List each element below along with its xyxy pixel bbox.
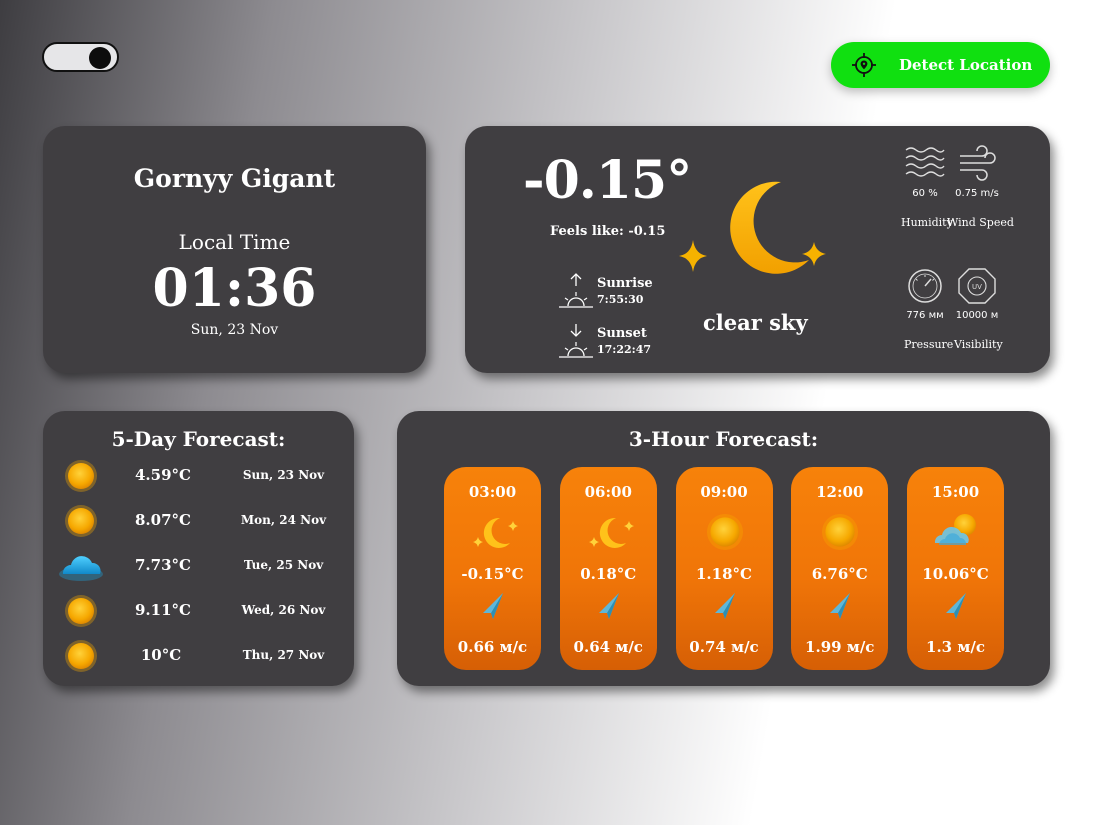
moon-stars-icon bbox=[582, 511, 636, 553]
moon-stars-icon bbox=[466, 511, 520, 553]
hourly-time: 09:00 bbox=[700, 483, 748, 501]
sun-icon bbox=[57, 503, 105, 539]
forecast-day-row: 4.59°C Sun, 23 Nov bbox=[43, 456, 354, 496]
uv-visibility-icon: UV bbox=[958, 268, 996, 304]
sunset-info: Sunset 17:22:47 bbox=[557, 322, 667, 362]
wind-icon bbox=[960, 145, 996, 181]
sun-icon bbox=[57, 638, 105, 674]
forecast-day-row: 10°C Thu, 27 Nov bbox=[43, 636, 354, 676]
sunrise-info: Sunrise 7:55:30 bbox=[557, 272, 667, 312]
pressure-label: Pressure bbox=[904, 338, 954, 351]
hourly-temp: 1.18°C bbox=[696, 565, 752, 583]
hourly-time: 03:00 bbox=[468, 483, 517, 501]
five-day-title: 5-Day Forecast: bbox=[111, 427, 286, 451]
hourly-time: 06:00 bbox=[584, 483, 632, 501]
wind-value: 0.75 m/s bbox=[955, 188, 999, 199]
visibility-label: Visibility bbox=[954, 338, 1003, 351]
sunset-icon bbox=[559, 324, 593, 358]
three-hour-title: 3-Hour Forecast: bbox=[628, 427, 819, 451]
pressure-metric: 776 мм bbox=[895, 266, 955, 321]
humidity-metric: 60 % bbox=[895, 144, 955, 199]
humidity-value: 60 % bbox=[912, 188, 938, 199]
weather-description: clear sky bbox=[703, 310, 808, 335]
sun-icon bbox=[57, 458, 105, 494]
visibility-metric: UV 10000 м bbox=[947, 266, 1007, 321]
feels-like: Feels like: -0.15 bbox=[550, 224, 666, 239]
location-target-icon bbox=[852, 53, 876, 77]
forecast-day-temp: 4.59°C bbox=[135, 466, 191, 484]
visibility-value: 10000 м bbox=[955, 310, 999, 321]
detect-location-label: Detect Location bbox=[899, 56, 1033, 74]
sun-icon bbox=[57, 593, 105, 629]
sunrise-label: Sunrise bbox=[597, 276, 653, 291]
sunrise-time: 7:55:30 bbox=[597, 293, 644, 306]
wind-direction-arrow-icon bbox=[714, 593, 735, 619]
hourly-wind: 0.74 м/с bbox=[689, 638, 759, 656]
wind-direction-arrow-icon bbox=[483, 593, 503, 619]
forecast-day-date: Wed, 26 Nov bbox=[241, 603, 326, 617]
forecast-day-date: Tue, 25 Nov bbox=[243, 558, 324, 572]
hourly-wind: 0.64 м/с bbox=[573, 638, 643, 656]
sun-icon bbox=[813, 511, 867, 553]
svg-text:UV: UV bbox=[972, 283, 982, 291]
forecast-day-date: Thu, 27 Nov bbox=[242, 648, 325, 662]
partly-cloudy-icon bbox=[929, 511, 983, 553]
city-name: Gornyy Gigant bbox=[133, 164, 336, 193]
wind-metric: 0.75 m/s bbox=[947, 144, 1007, 199]
sun-icon bbox=[698, 511, 752, 553]
hourly-forecast-card: 06:00 0.18°C 0.64 м/с bbox=[559, 467, 657, 670]
theme-toggle[interactable] bbox=[42, 42, 119, 72]
pressure-value: 776 мм bbox=[906, 310, 944, 321]
hourly-time: 12:00 bbox=[816, 483, 864, 501]
local-time-label: Local Time bbox=[178, 230, 291, 254]
forecast-day-row: 7.73°C Tue, 25 Nov bbox=[43, 546, 354, 586]
current-temperature: -0.15° bbox=[523, 150, 692, 211]
hourly-wind: 1.3 м/с bbox=[926, 638, 985, 656]
detect-location-button[interactable]: Detect Location bbox=[831, 42, 1050, 88]
forecast-day-row: 9.11°C Wed, 26 Nov bbox=[43, 591, 354, 631]
forecast-day-temp: 7.73°C bbox=[135, 556, 191, 574]
forecast-day-date: Mon, 24 Nov bbox=[240, 513, 327, 527]
moon-stars-icon bbox=[679, 181, 826, 274]
wind-direction-arrow-icon bbox=[946, 593, 966, 619]
forecast-day-temp: 8.07°C bbox=[135, 511, 191, 529]
forecast-day-date: Sun, 23 Nov bbox=[242, 468, 325, 482]
wind-speed-label: Wind Speed bbox=[947, 216, 1014, 229]
hourly-wind: 1.99 м/с bbox=[805, 638, 875, 656]
pressure-gauge-icon bbox=[908, 269, 942, 303]
humidity-label: Humidity bbox=[901, 216, 953, 229]
forecast-day-row: 8.07°C Mon, 24 Nov bbox=[43, 501, 354, 541]
hourly-forecast-card: 03:00 -0.15°C 0.66 м/с bbox=[444, 467, 541, 670]
hourly-temp: 10.06°C bbox=[922, 565, 989, 583]
hourly-forecast-card: 15:00 10.06°C 1.3 м/с bbox=[907, 467, 1004, 670]
sunset-label: Sunset bbox=[597, 326, 647, 341]
toggle-knob bbox=[89, 47, 111, 69]
cloud-icon bbox=[57, 548, 105, 584]
five-day-forecast-card: 5-Day Forecast: 4.59°C Sun, 23 Nov 8.07°C M… bbox=[43, 411, 354, 686]
hourly-time: 15:00 bbox=[931, 483, 980, 501]
hourly-forecast-card: 12:00 6.76°C 1.99 м/с bbox=[791, 467, 889, 670]
three-hour-forecast-card: 3-Hour Forecast: 03:00 -0.15°C 0.66 м/с 06:… bbox=[397, 411, 1050, 686]
sunset-time: 17:22:47 bbox=[597, 343, 652, 356]
hourly-wind: 0.66 м/с bbox=[457, 638, 528, 656]
hourly-forecast-card: 09:00 1.18°C 0.74 м/с bbox=[675, 467, 773, 670]
humidity-waves-icon bbox=[905, 147, 945, 177]
forecast-day-temp: 10°C bbox=[140, 646, 182, 664]
hourly-temp: -0.15°C bbox=[461, 565, 524, 583]
hourly-temp: 6.76°C bbox=[811, 565, 868, 583]
city-time-card: Gornyy Gigant Local Time 01:36 Sun, 23 N… bbox=[43, 126, 426, 373]
forecast-day-temp: 9.11°C bbox=[135, 601, 191, 619]
local-date: Sun, 23 Nov bbox=[190, 322, 279, 338]
sunrise-icon bbox=[559, 273, 593, 308]
wind-direction-arrow-icon bbox=[830, 593, 851, 619]
current-weather-card: -0.15° Feels like: -0.15 Sunrise 7:55:30… bbox=[465, 126, 1050, 373]
hourly-temp: 0.18°C bbox=[580, 565, 637, 583]
local-time: 01:36 bbox=[152, 258, 317, 319]
wind-direction-arrow-icon bbox=[598, 593, 619, 619]
